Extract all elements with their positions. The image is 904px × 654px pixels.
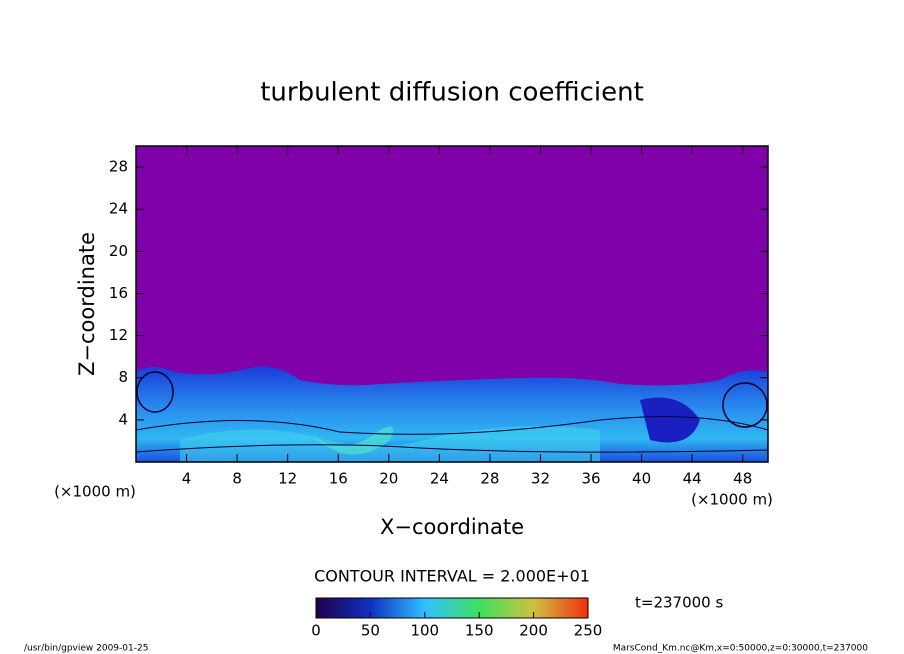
y-axis-title: Z−coordinate [75, 232, 99, 376]
colorbar-tick-label: 150 [465, 622, 494, 640]
colorbar-tick-label: 250 [574, 622, 603, 640]
field-layer [640, 397, 700, 443]
x-tick-label: 16 [329, 470, 348, 488]
chart-title: turbulent diffusion coefficient [260, 78, 644, 108]
field-layer [180, 426, 600, 462]
x-tick-label: 40 [632, 470, 651, 488]
y-tick-label: 28 [109, 158, 128, 176]
x-unit-label: (×1000 m) [691, 491, 773, 509]
footer-right: MarsCond_Km.nc@Km,x=0:50000,z=0:30000,t=… [613, 644, 868, 654]
x-tick-label: 36 [581, 470, 600, 488]
colorbar-tick-label: 200 [519, 622, 548, 640]
y-tick-label: 24 [109, 200, 128, 218]
x-axis-title: X−coordinate [380, 515, 524, 539]
y-tick-label: 8 [118, 368, 128, 386]
contour [136, 371, 174, 413]
x-tick-label: 12 [278, 470, 297, 488]
x-tick-label: 28 [480, 470, 499, 488]
x-unit-label: (×1000 m) [54, 483, 136, 501]
y-tick-label: 16 [109, 284, 128, 302]
x-tick-label: 20 [379, 470, 398, 488]
time-label: t=237000 s [635, 594, 723, 612]
contour [722, 382, 768, 428]
contour [136, 416, 768, 435]
x-tick-label: 8 [232, 470, 242, 488]
x-tick-label: 44 [683, 470, 702, 488]
colorbar-tick-label: 50 [361, 622, 380, 640]
plot-frame [135, 145, 769, 463]
y-tick-label: 20 [109, 242, 128, 260]
x-tick-label: 4 [182, 470, 192, 488]
colorbar-tick-label: 0 [311, 622, 321, 640]
contour-interval: CONTOUR INTERVAL = 2.000E+01 [314, 567, 590, 586]
colorbar-tick-label: 100 [410, 622, 439, 640]
colorbar [315, 597, 589, 619]
y-tick-label: 12 [109, 326, 128, 344]
field-layer [290, 410, 394, 455]
x-tick-label: 32 [531, 470, 550, 488]
x-tick-label: 48 [733, 470, 752, 488]
field [136, 366, 768, 462]
y-tick-label: 4 [118, 410, 128, 428]
x-tick-label: 24 [430, 470, 449, 488]
footer-left: /usr/bin/gpview 2009-01-25 [24, 644, 148, 654]
contour [136, 444, 768, 453]
